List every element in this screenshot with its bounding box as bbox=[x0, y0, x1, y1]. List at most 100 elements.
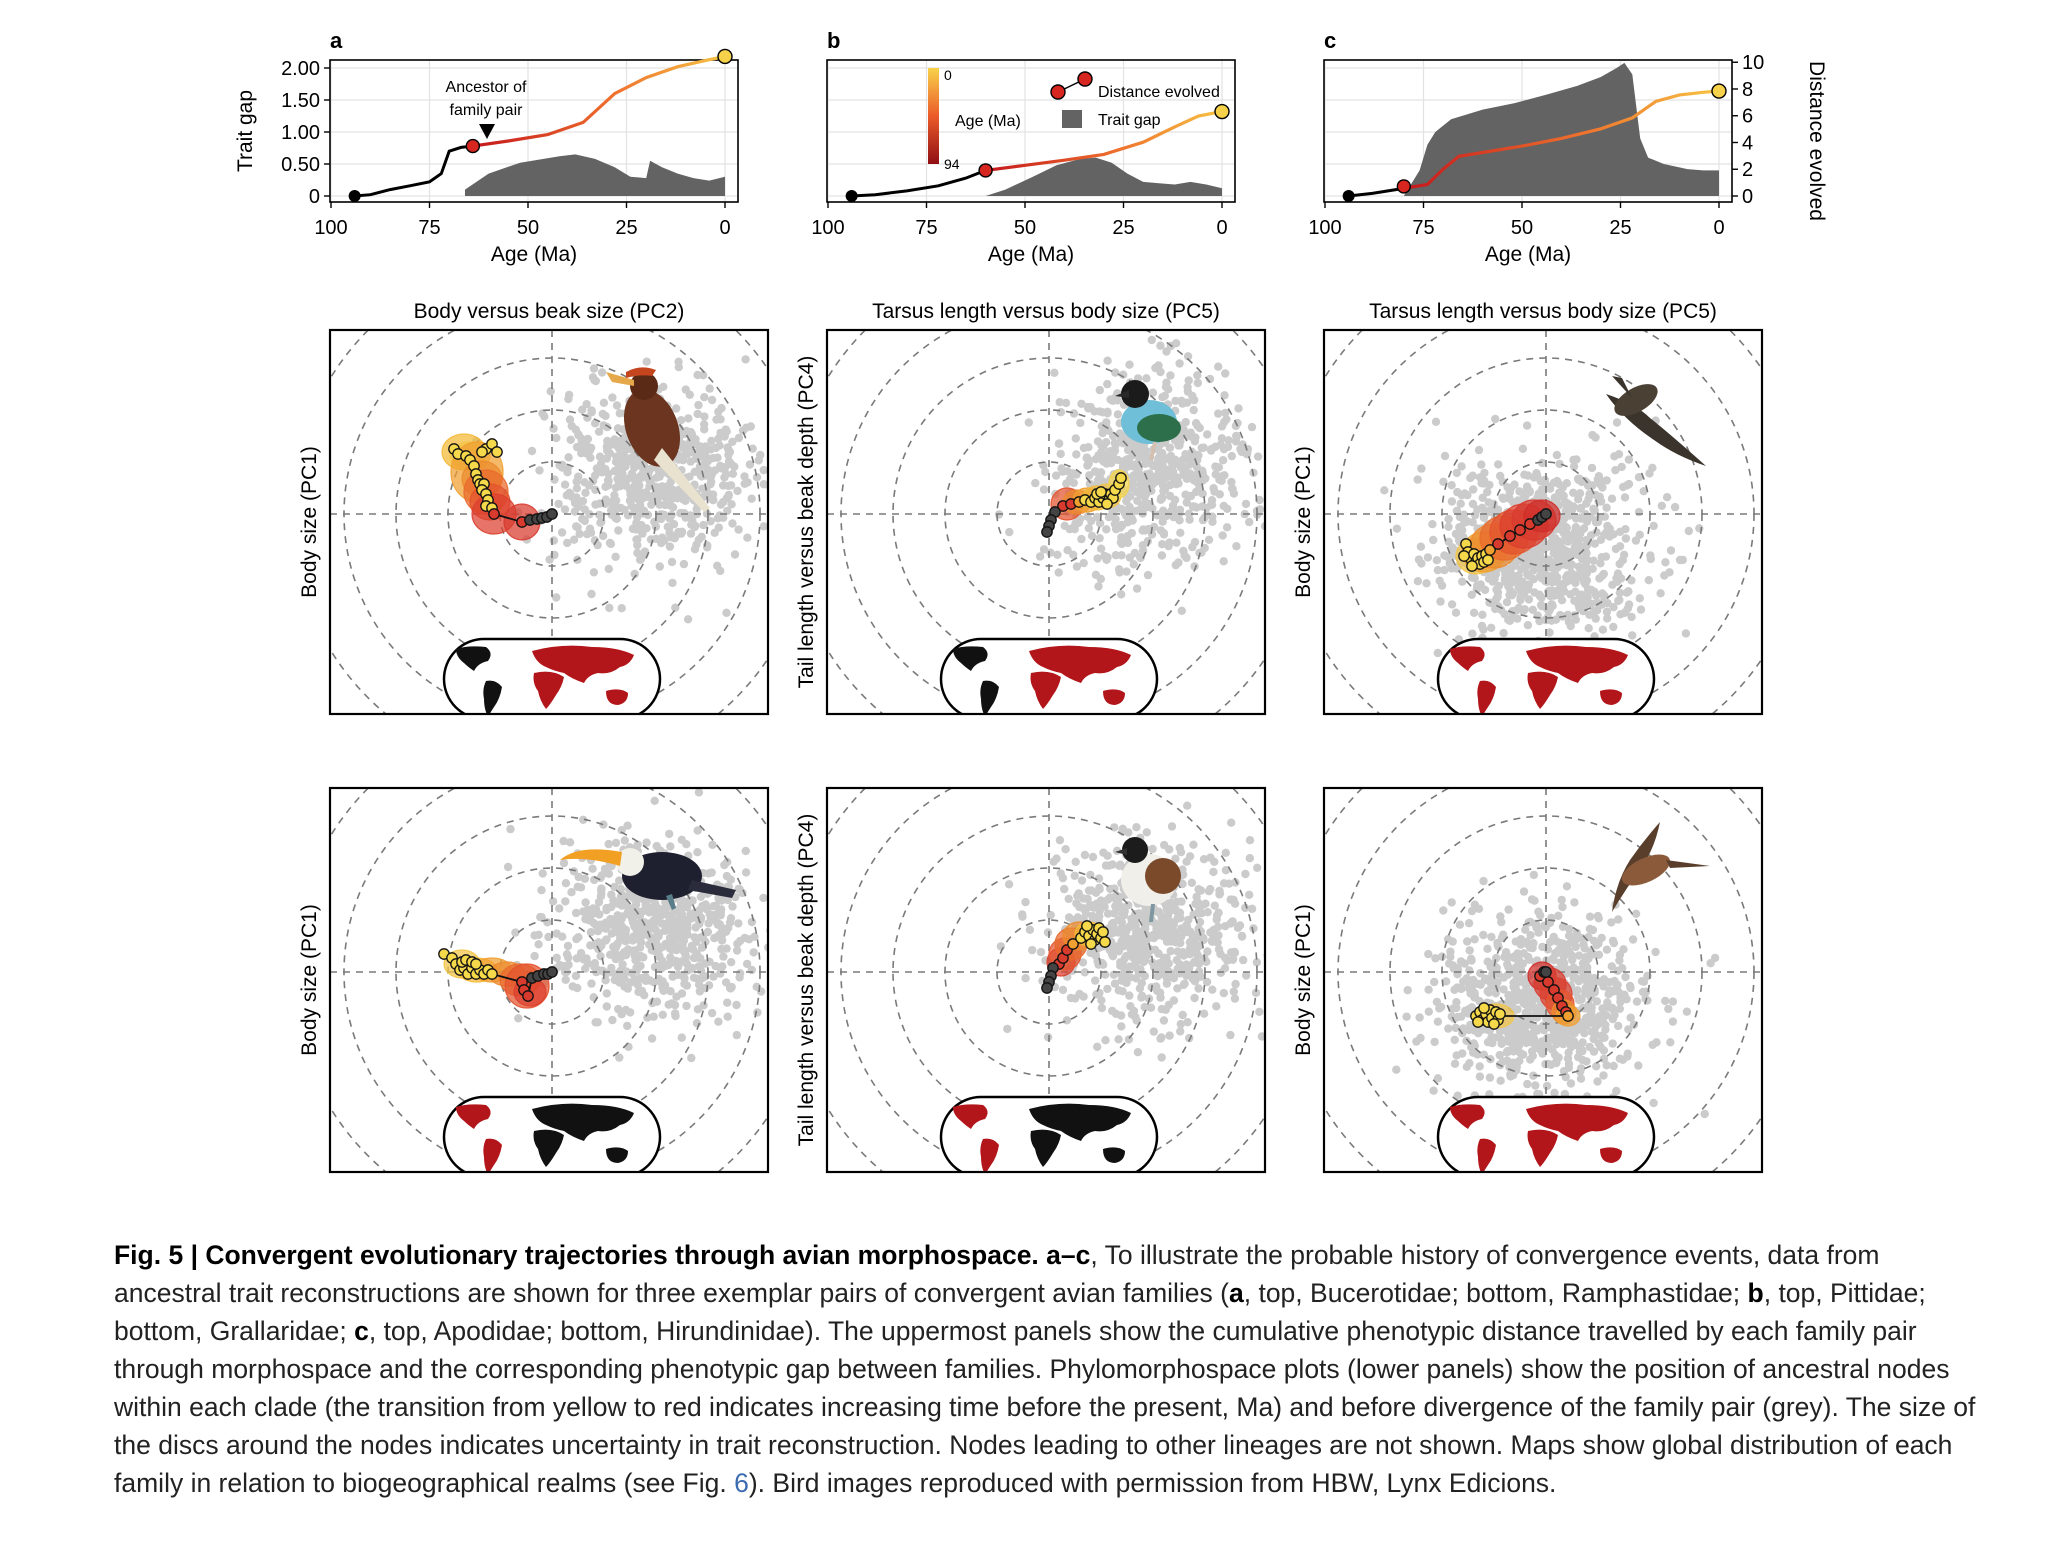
species-point bbox=[1526, 1055, 1535, 1064]
species-point bbox=[1570, 972, 1579, 982]
species-point bbox=[555, 461, 564, 470]
species-point bbox=[589, 918, 598, 928]
species-point bbox=[1525, 488, 1534, 497]
species-point bbox=[1534, 907, 1543, 916]
caption-fig-label: Fig. 5 | Convergent evolutionary traject… bbox=[114, 1240, 1039, 1270]
species-point bbox=[1074, 889, 1084, 898]
species-point bbox=[601, 411, 610, 421]
x-tick-label: 0 bbox=[719, 217, 730, 239]
bird-head bbox=[1121, 380, 1149, 408]
species-point bbox=[1209, 867, 1218, 877]
species-point bbox=[660, 510, 669, 520]
caption-bold-a: a bbox=[1228, 1278, 1244, 1308]
species-point bbox=[1212, 911, 1222, 920]
species-point bbox=[678, 443, 688, 452]
species-point bbox=[1175, 505, 1185, 514]
species-point bbox=[1125, 991, 1134, 1000]
species-point bbox=[601, 482, 610, 491]
species-point bbox=[1592, 997, 1602, 1006]
species-point bbox=[1122, 567, 1131, 576]
species-point bbox=[503, 862, 513, 872]
species-point bbox=[1557, 895, 1566, 905]
species-point bbox=[1467, 590, 1477, 599]
species-point bbox=[742, 959, 752, 969]
species-point bbox=[1392, 1065, 1401, 1074]
species-point bbox=[1220, 471, 1229, 480]
plot-y-label: Body size (PC1) bbox=[1292, 904, 1315, 1056]
species-point bbox=[741, 846, 750, 856]
species-point bbox=[1222, 523, 1232, 532]
species-point bbox=[1137, 991, 1147, 1001]
species-point bbox=[1588, 564, 1597, 573]
species-point bbox=[1555, 590, 1565, 600]
species-point bbox=[1160, 472, 1169, 481]
legend-node-b bbox=[1077, 71, 1093, 87]
species-point bbox=[1487, 623, 1496, 632]
species-point bbox=[716, 566, 725, 576]
species-point bbox=[1041, 467, 1050, 477]
species-point bbox=[665, 528, 674, 538]
species-point bbox=[672, 959, 682, 968]
species-point bbox=[617, 604, 626, 613]
species-point bbox=[571, 971, 581, 981]
species-point bbox=[681, 385, 690, 394]
species-point bbox=[759, 480, 768, 489]
species-point bbox=[657, 910, 667, 920]
species-point bbox=[602, 906, 611, 915]
species-point bbox=[1634, 473, 1644, 482]
species-point bbox=[1153, 920, 1162, 930]
species-point bbox=[1602, 528, 1611, 537]
species-point bbox=[1224, 879, 1234, 888]
map-africa bbox=[533, 1129, 564, 1167]
species-point bbox=[1093, 554, 1102, 563]
species-point bbox=[1534, 489, 1544, 498]
ancestral-node bbox=[1095, 486, 1107, 498]
species-point bbox=[1212, 1002, 1221, 1011]
bird-body bbox=[623, 389, 681, 467]
x-tick-label: 50 bbox=[1014, 217, 1036, 239]
panel-letter-c: c bbox=[1324, 28, 1336, 53]
species-point bbox=[610, 882, 619, 892]
species-point bbox=[1188, 391, 1197, 401]
species-point bbox=[1167, 822, 1177, 831]
species-point bbox=[645, 976, 655, 985]
species-point bbox=[1252, 958, 1262, 967]
species-point bbox=[1114, 986, 1124, 995]
species-point bbox=[1156, 341, 1165, 350]
species-point bbox=[1430, 977, 1439, 987]
species-point bbox=[635, 974, 644, 983]
species-point bbox=[1232, 432, 1241, 442]
species-point bbox=[1433, 566, 1443, 575]
species-point bbox=[1460, 518, 1469, 527]
species-point bbox=[1608, 1039, 1617, 1048]
species-point bbox=[1529, 1028, 1538, 1038]
species-point bbox=[1245, 836, 1255, 845]
species-point bbox=[600, 864, 610, 874]
species-point bbox=[667, 557, 677, 567]
species-point bbox=[1185, 515, 1194, 524]
species-point bbox=[1219, 557, 1228, 566]
species-point bbox=[1064, 894, 1073, 904]
right-tick-label: 2 bbox=[1742, 159, 1753, 181]
species-point bbox=[1268, 960, 1276, 968]
species-point bbox=[1546, 572, 1556, 581]
species-point bbox=[591, 500, 600, 509]
species-point bbox=[1521, 981, 1531, 991]
species-point bbox=[1605, 986, 1614, 995]
species-point bbox=[1190, 537, 1200, 547]
species-point bbox=[1575, 489, 1585, 498]
plot-frame bbox=[1322, 786, 1764, 1174]
species-point bbox=[1615, 1054, 1625, 1063]
species-point bbox=[1058, 985, 1068, 995]
species-point bbox=[1279, 485, 1287, 493]
species-point bbox=[671, 603, 680, 612]
species-point bbox=[629, 524, 638, 533]
species-point bbox=[686, 457, 695, 466]
species-point bbox=[1484, 498, 1494, 507]
caption-figure-link[interactable]: 6 bbox=[734, 1468, 749, 1498]
species-point bbox=[1175, 516, 1184, 525]
species-point bbox=[1060, 884, 1069, 894]
species-point bbox=[1682, 1007, 1692, 1016]
plot-frame bbox=[329, 59, 739, 203]
species-point bbox=[743, 533, 752, 542]
